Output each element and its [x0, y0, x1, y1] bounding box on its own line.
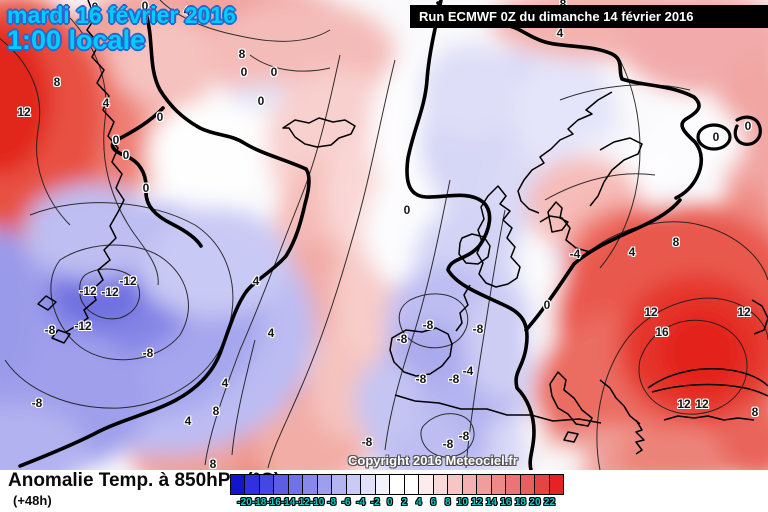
thin-contours: [0, 0, 768, 470]
run-info-label: Run ECMWF 0Z du dimanche 14 février 2016: [419, 9, 694, 24]
colorbar-cell: [506, 475, 521, 494]
colorbar-wrap: -20 -18 -16 -14 -12 -10 -8 -6 -4 -2 0 2 4 6 8 10 12 14 16 1…: [230, 474, 564, 509]
weather-map-svg: [0, 0, 768, 470]
anomaly-field: [0, 0, 768, 470]
colorbar-cell: [288, 475, 304, 494]
map-time-label: 1:00 locale: [7, 25, 146, 56]
colorbar-tick-label: 12: [471, 497, 483, 508]
colorbar-cell: [433, 475, 449, 494]
colorbar: [230, 474, 564, 495]
colorbar-tick-label: 10: [456, 497, 468, 508]
colorbar-tick-label: 2: [401, 497, 408, 508]
colorbar-cell: [274, 475, 289, 494]
colorbar-cell: [259, 475, 275, 494]
colorbar-cell: [317, 475, 333, 494]
zero-contours: [18, 0, 762, 470]
colorbar-cell: [477, 475, 492, 494]
colorbar-cell: [491, 475, 507, 494]
colorbar-cell: [404, 475, 420, 494]
colorbar-tick-label: -6: [341, 497, 351, 508]
colorbar-tick-label: 16: [500, 497, 512, 508]
colorbar-cell: [549, 475, 564, 494]
colorbar-cell: [462, 475, 478, 494]
colorbar-tick-label: 6: [430, 497, 437, 508]
colorbar-cell: [520, 475, 536, 494]
colorbar-tick-label: 14: [485, 497, 497, 508]
colorbar-tick-label: -4: [356, 497, 366, 508]
colorbar-cell: [245, 475, 260, 494]
legend-title: Anomalie Temp. à 850hPa (°C): [8, 470, 281, 491]
colorbar-cell: [419, 475, 434, 494]
colorbar-tick-label: -18: [251, 497, 267, 508]
colorbar-tick-label: -2: [370, 497, 380, 508]
copyright-label: Copyright 2016 Meteociel.fr: [348, 453, 518, 468]
colorbar-cell: [303, 475, 318, 494]
forecast-hour-label: (+48h): [13, 493, 52, 508]
colorbar-tick-label: 8: [445, 497, 451, 508]
map-date-label: mardi 16 février 2016: [7, 2, 236, 28]
colorbar-cell: [332, 475, 347, 494]
colorbar-tick-label: -14: [280, 497, 296, 508]
date-overlay: mardi 16 février 2016 1:00 locale: [7, 2, 236, 56]
colorbar-tick-label: 0: [386, 497, 393, 508]
colorbar-tick-label: 20: [529, 497, 541, 508]
colorbar-tick-label: -20: [237, 497, 252, 508]
colorbar-cell: [231, 475, 246, 494]
colorbar-tick-label: 4: [416, 497, 422, 508]
colorbar-cell: [390, 475, 405, 494]
colorbar-cell: [346, 475, 362, 494]
colorbar-tick-label: -12: [295, 497, 310, 508]
colorbar-cell: [535, 475, 550, 494]
coastlines: [37, 0, 768, 455]
colorbar-tick-label: 22: [543, 497, 556, 508]
colorbar-tick-label: -16: [266, 497, 281, 508]
colorbar-tick-label: 18: [514, 497, 526, 508]
colorbar-tick-label: -8: [327, 497, 337, 508]
colorbar-cell: [361, 475, 376, 494]
colorbar-cell: [448, 475, 463, 494]
colorbar-cell: [375, 475, 391, 494]
run-info-box: Run ECMWF 0Z du dimanche 14 février 2016: [410, 5, 768, 28]
colorbar-tick-label: -10: [309, 497, 325, 508]
colorbar-ticks: -20 -18 -16 -14 -12 -10 -8 -6 -4 -2 0 2 4 6 8 10 12 14 16 1…: [230, 495, 564, 509]
